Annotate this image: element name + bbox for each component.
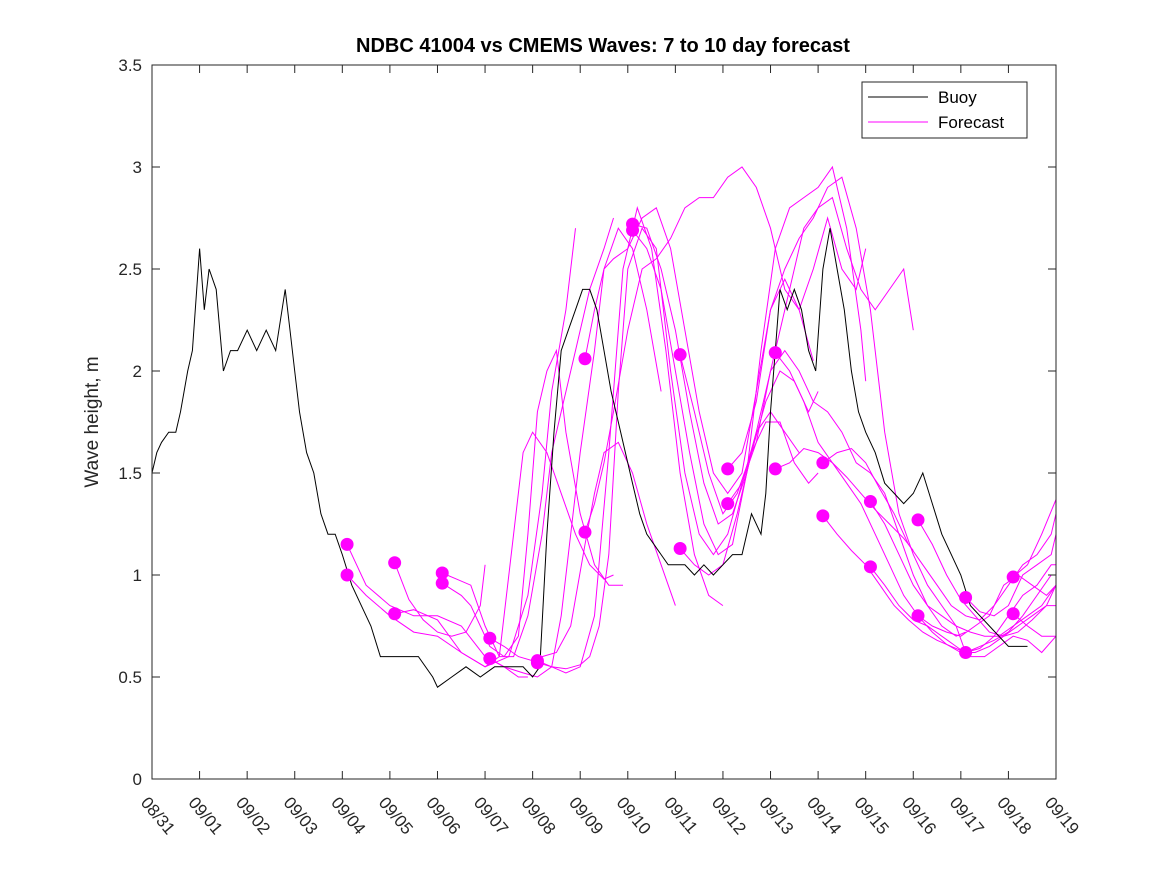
forecast-series-line-16 xyxy=(727,176,967,653)
y-tick-label: 2.5 xyxy=(118,260,142,279)
legend-forecast-label: Forecast xyxy=(938,113,1004,132)
forecast-series-line-19 xyxy=(775,447,914,551)
forecast-series-line-20 xyxy=(822,447,1057,621)
forecast-start-marker-27 xyxy=(959,646,973,660)
x-tick-label: 09/08 xyxy=(518,793,560,838)
forecast-series-line-7 xyxy=(489,227,662,678)
x-tick-label: 09/12 xyxy=(708,793,750,838)
x-tick-label: 09/03 xyxy=(280,793,322,838)
forecast-series-line-0 xyxy=(346,544,528,678)
forecast-start-marker-28 xyxy=(1006,570,1020,584)
x-tick-label: 09/15 xyxy=(851,793,893,838)
x-tick-label: 08/31 xyxy=(137,793,179,838)
forecast-start-marker-17 xyxy=(721,497,735,511)
forecast-start-marker-9 xyxy=(530,656,544,670)
forecast-start-marker-18 xyxy=(768,346,782,360)
x-tick-label: 09/11 xyxy=(660,793,701,837)
forecast-start-marker-6 xyxy=(483,631,497,645)
forecast-series-line-26 xyxy=(965,534,1057,617)
forecast-series-line-27 xyxy=(965,574,1056,653)
plot-frame xyxy=(151,64,1057,780)
forecast-series-line-3 xyxy=(394,431,614,668)
x-tick-label: 09/02 xyxy=(232,793,274,838)
buoy-layer xyxy=(151,228,1028,688)
y-tick-label: 2 xyxy=(133,362,142,381)
forecast-start-marker-0 xyxy=(340,537,354,551)
forecast-start-marker-13 xyxy=(626,223,640,237)
forecast-start-marker-2 xyxy=(388,556,402,570)
forecast-start-marker-15 xyxy=(673,541,687,555)
forecast-start-marker-4 xyxy=(435,566,449,580)
x-tick-label: 09/19 xyxy=(1041,793,1083,838)
forecast-start-marker-23 xyxy=(863,560,877,574)
x-tick-label: 09/04 xyxy=(327,793,369,838)
forecast-start-marker-3 xyxy=(388,607,402,621)
forecast-series-line-10 xyxy=(584,207,814,495)
forecast-start-marker-19 xyxy=(768,462,782,476)
forecast-series-line-4 xyxy=(442,217,614,658)
forecast-series-line-24 xyxy=(917,519,1057,637)
x-tick-label: 09/17 xyxy=(946,793,988,838)
x-tick-label: 09/10 xyxy=(613,793,655,838)
forecast-start-marker-22 xyxy=(863,495,877,509)
x-tick-label: 09/16 xyxy=(898,793,940,838)
y-tick-label: 1.5 xyxy=(118,464,142,483)
forecast-start-marker-26 xyxy=(959,590,973,604)
forecast-start-marker-7 xyxy=(483,652,497,666)
y-tick-label: 0 xyxy=(133,770,142,789)
y-axis-label: Wave height, m xyxy=(82,356,103,487)
y-axis: 0 0.5 1 1.5 2 2.5 3 3.5 xyxy=(118,56,1056,789)
forecast-series-line-9 xyxy=(537,227,800,670)
y-tick-label: 1 xyxy=(133,566,142,585)
forecast-start-marker-21 xyxy=(816,509,830,523)
forecast-start-marker-10 xyxy=(578,352,592,366)
forecast-series-line-15 xyxy=(679,421,819,576)
y-tick-label: 3 xyxy=(133,158,142,177)
x-tick-label: 09/13 xyxy=(755,793,797,838)
x-tick-label: 09/18 xyxy=(993,793,1035,838)
forecast-start-marker-25 xyxy=(911,609,925,623)
plot-area xyxy=(151,64,1057,780)
forecast-start-marker-1 xyxy=(340,568,354,582)
x-tick-label: 09/01 xyxy=(185,793,227,838)
forecast-series-line-8 xyxy=(537,206,724,674)
x-tick-label: 09/14 xyxy=(803,793,845,838)
forecast-series-line-25 xyxy=(917,605,1056,653)
legend-box xyxy=(861,81,1028,139)
forecast-start-marker-11 xyxy=(578,525,592,539)
forecast-start-marker-24 xyxy=(911,513,925,527)
forecast-series-line-28 xyxy=(1012,499,1057,578)
y-tick-label: 0.5 xyxy=(118,668,142,687)
legend: Buoy Forecast xyxy=(861,81,1028,139)
x-tick-label: 09/09 xyxy=(565,793,607,838)
legend-buoy-label: Buoy xyxy=(938,88,977,107)
forecast-series-line-17 xyxy=(727,349,966,637)
forecast-series-line-6 xyxy=(489,441,676,662)
forecast-series-line-11 xyxy=(584,166,867,533)
x-tick-label: 09/05 xyxy=(375,793,417,838)
forecast-start-marker-20 xyxy=(816,456,830,470)
forecast-start-marker-16 xyxy=(721,462,735,476)
forecast-start-marker-29 xyxy=(1006,607,1020,621)
forecast-series-line-2 xyxy=(394,562,486,637)
x-tick-label: 09/06 xyxy=(422,793,464,838)
y-tick-label: 3.5 xyxy=(118,56,142,75)
forecast-series-line-29 xyxy=(1012,613,1056,637)
x-tick-label: 09/07 xyxy=(470,793,512,838)
chart-title: NDBC 41004 vs CMEMS Waves: 7 to 10 day f… xyxy=(356,35,850,57)
forecast-start-markers xyxy=(340,217,1020,670)
forecast-series-line-21 xyxy=(822,515,1056,654)
forecast-start-marker-5 xyxy=(435,576,449,590)
forecast-series-line-22 xyxy=(869,501,1057,637)
buoy-series-line xyxy=(151,228,1028,688)
forecast-start-marker-14 xyxy=(673,348,687,362)
plot-background xyxy=(152,65,1056,779)
